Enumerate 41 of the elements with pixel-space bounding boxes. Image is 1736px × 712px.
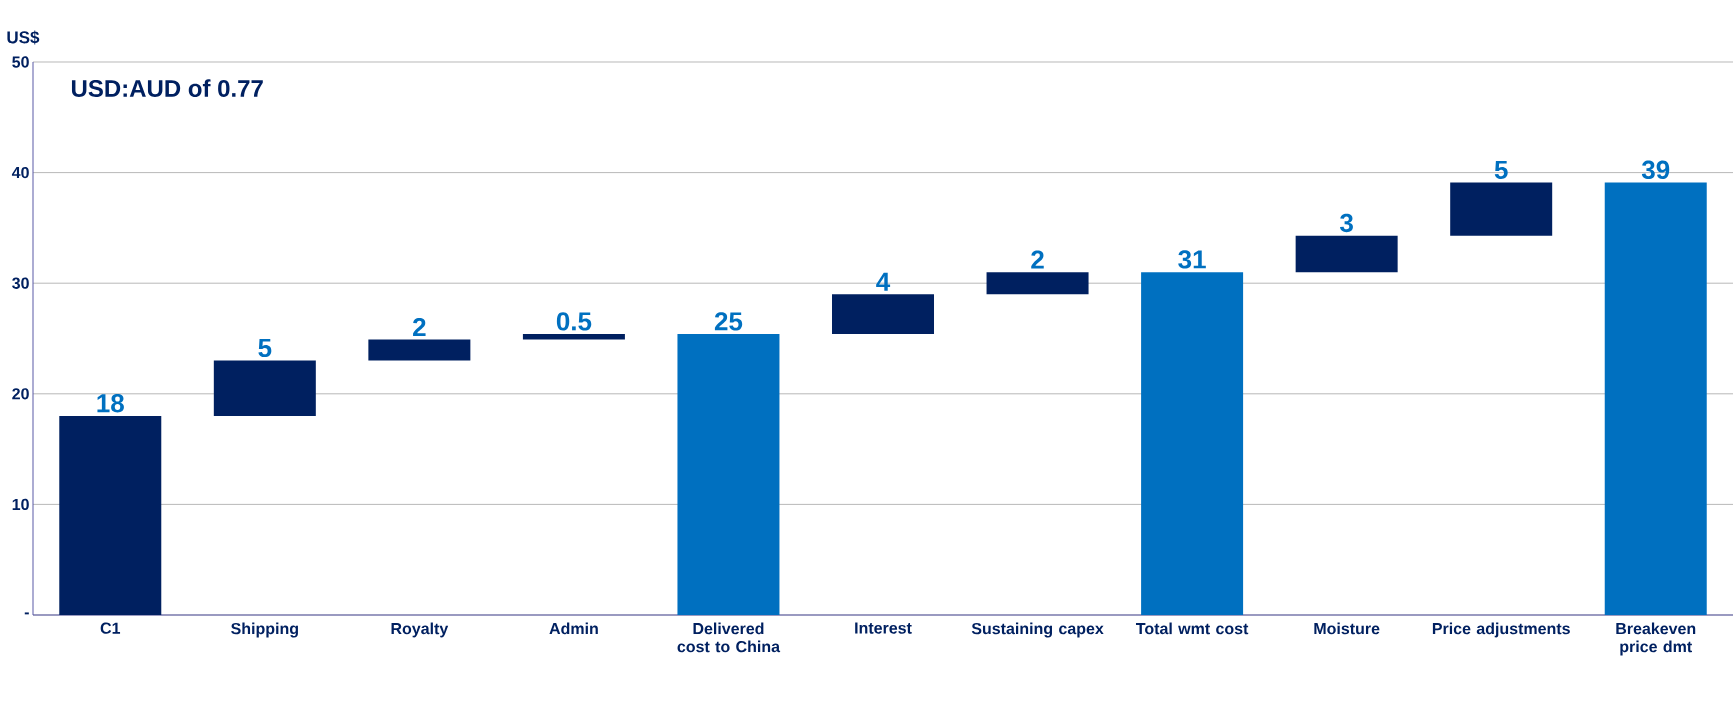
data-label: 2 xyxy=(413,317,426,337)
data-label: 31 xyxy=(1178,250,1206,269)
data-label: 3 xyxy=(1340,213,1353,233)
y-tick-label: - xyxy=(24,612,29,615)
y-tick-label: 50 xyxy=(12,56,29,68)
x-tick-label: Sustaining capex xyxy=(971,622,1104,638)
x-tick-label: Breakeven price dmt xyxy=(1616,622,1696,656)
y-tick-label: 20 xyxy=(12,388,29,400)
data-label: 5 xyxy=(258,338,272,358)
x-tick-label: Admin xyxy=(549,622,598,635)
bar xyxy=(59,415,162,615)
bar xyxy=(1295,235,1398,273)
data-label: 5 xyxy=(1494,160,1508,180)
x-tick-label: Royalty xyxy=(391,622,449,638)
bar xyxy=(832,294,934,335)
data-label: 18 xyxy=(97,393,124,413)
y-axis-title: US$ xyxy=(7,30,40,45)
data-label: 2 xyxy=(1031,250,1044,269)
x-tick-label: Price adjustments xyxy=(1432,622,1570,638)
data-label: 4 xyxy=(876,272,891,291)
bar xyxy=(368,339,471,361)
data-label: 39 xyxy=(1641,160,1670,180)
annotation: USD:AUD of 0.77 xyxy=(71,79,263,97)
bar xyxy=(677,334,780,615)
data-label: 25 xyxy=(714,312,743,331)
bar xyxy=(1141,272,1244,615)
x-tick-label: C1 xyxy=(100,622,121,634)
x-tick-label: Interest xyxy=(855,622,912,634)
y-tick-label: 30 xyxy=(12,277,29,289)
bar xyxy=(522,334,625,340)
x-tick-label: Total wmt cost xyxy=(1135,622,1249,635)
data-label: 0.5 xyxy=(556,312,592,331)
bar xyxy=(1604,182,1707,615)
bar xyxy=(986,272,1089,295)
y-tick-label: 10 xyxy=(12,498,29,511)
x-tick-label: Delivered cost to China xyxy=(677,622,781,653)
bar xyxy=(213,360,316,416)
x-tick-label: Shipping xyxy=(231,622,298,638)
y-tick-label: 40 xyxy=(11,166,29,179)
x-tick-label: Moisture xyxy=(1314,622,1380,635)
bar xyxy=(1450,182,1553,236)
